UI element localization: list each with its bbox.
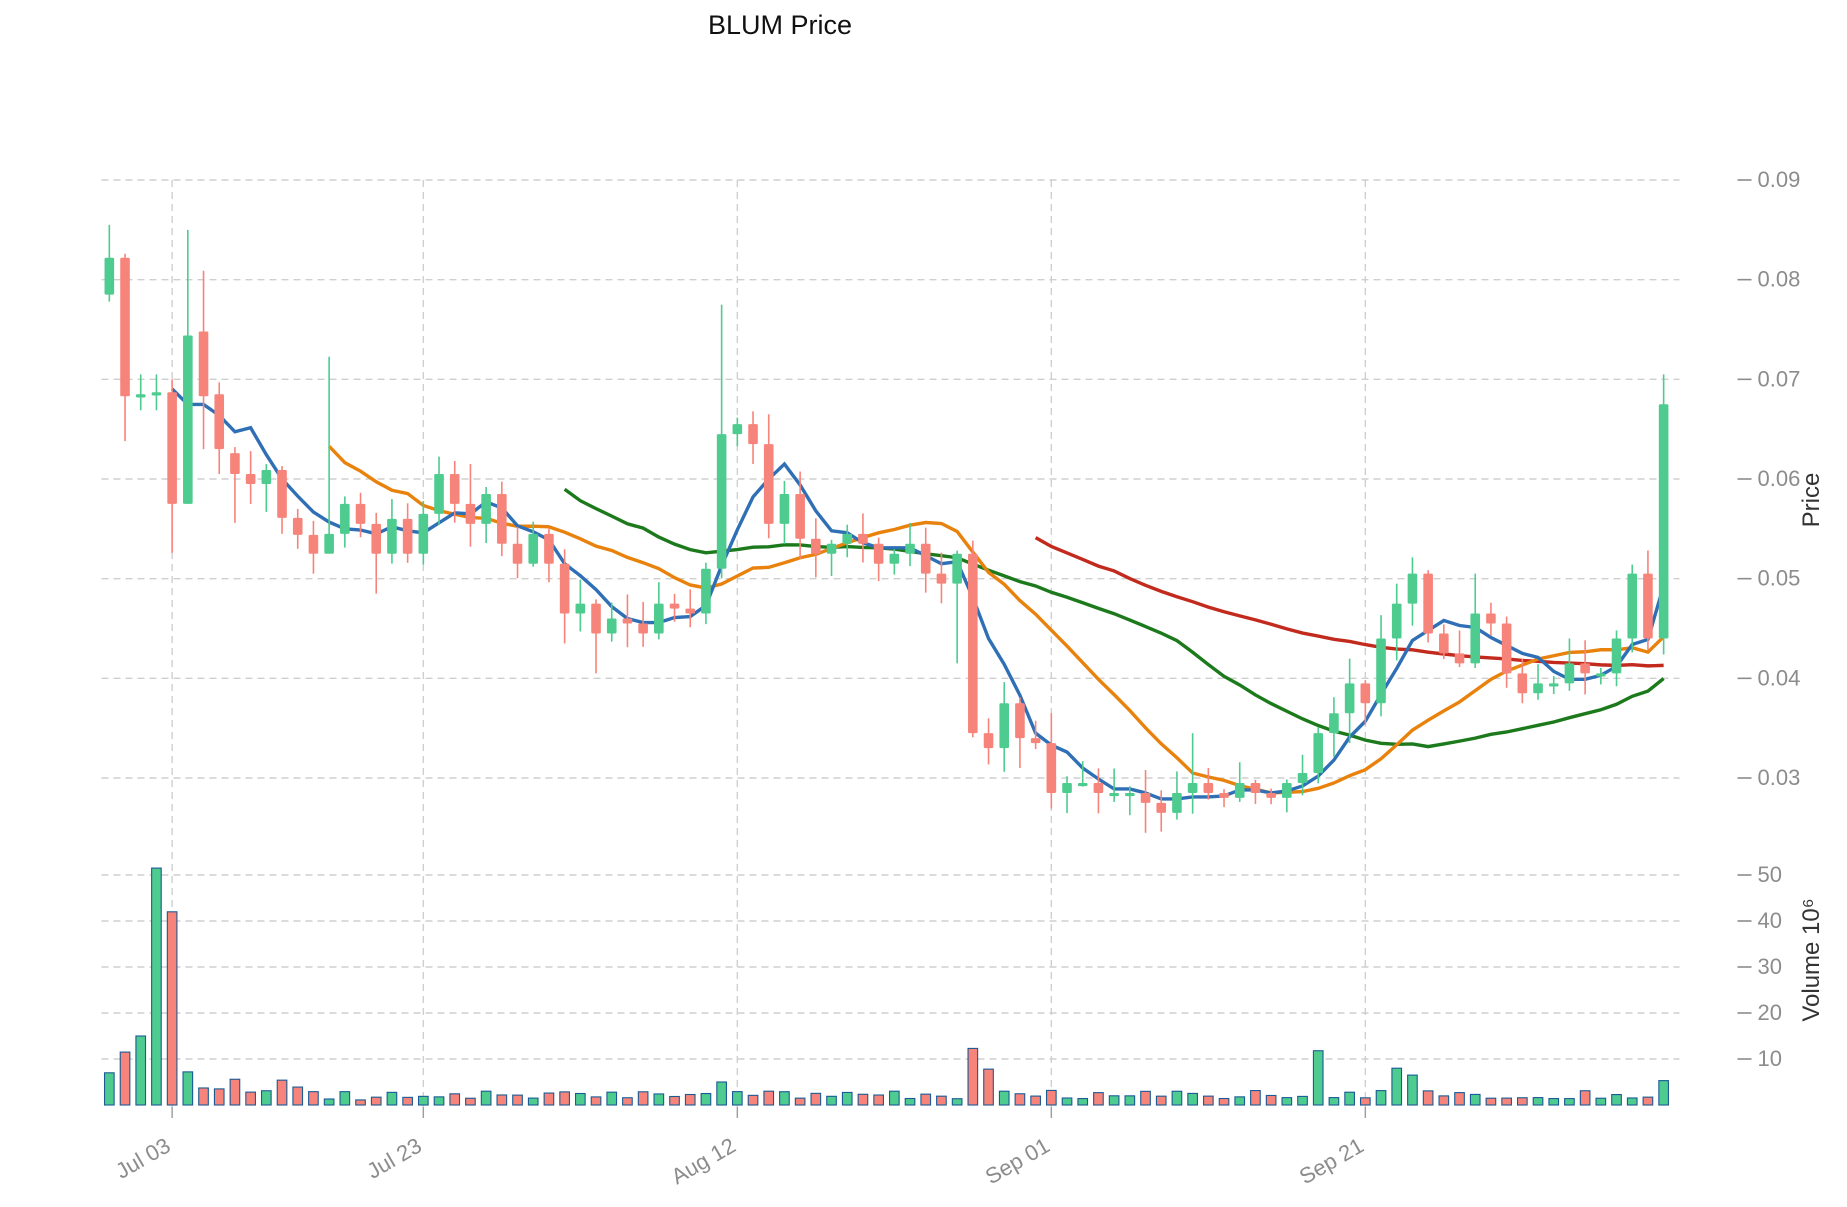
- svg-text:Volume 10⁶: Volume 10⁶: [1798, 898, 1825, 1021]
- svg-text:0.06: 0.06: [1758, 466, 1801, 491]
- svg-text:0.09: 0.09: [1758, 167, 1801, 192]
- svg-text:Sep 01: Sep 01: [981, 1133, 1054, 1190]
- svg-text:Jul 23: Jul 23: [362, 1133, 425, 1184]
- svg-text:50: 50: [1758, 862, 1782, 887]
- svg-text:0.08: 0.08: [1758, 267, 1801, 292]
- svg-text:40: 40: [1758, 908, 1782, 933]
- svg-text:Sep 21: Sep 21: [1295, 1133, 1368, 1190]
- svg-text:0.03: 0.03: [1758, 765, 1801, 790]
- svg-text:10: 10: [1758, 1046, 1782, 1071]
- svg-text:Price: Price: [1798, 473, 1825, 528]
- svg-text:30: 30: [1758, 954, 1782, 979]
- svg-text:0.07: 0.07: [1758, 366, 1801, 391]
- svg-text:0.04: 0.04: [1758, 665, 1801, 690]
- svg-text:Aug 12: Aug 12: [667, 1133, 740, 1190]
- svg-text:Jul 03: Jul 03: [111, 1133, 174, 1184]
- svg-text:0.05: 0.05: [1758, 566, 1801, 591]
- svg-text:20: 20: [1758, 1000, 1782, 1025]
